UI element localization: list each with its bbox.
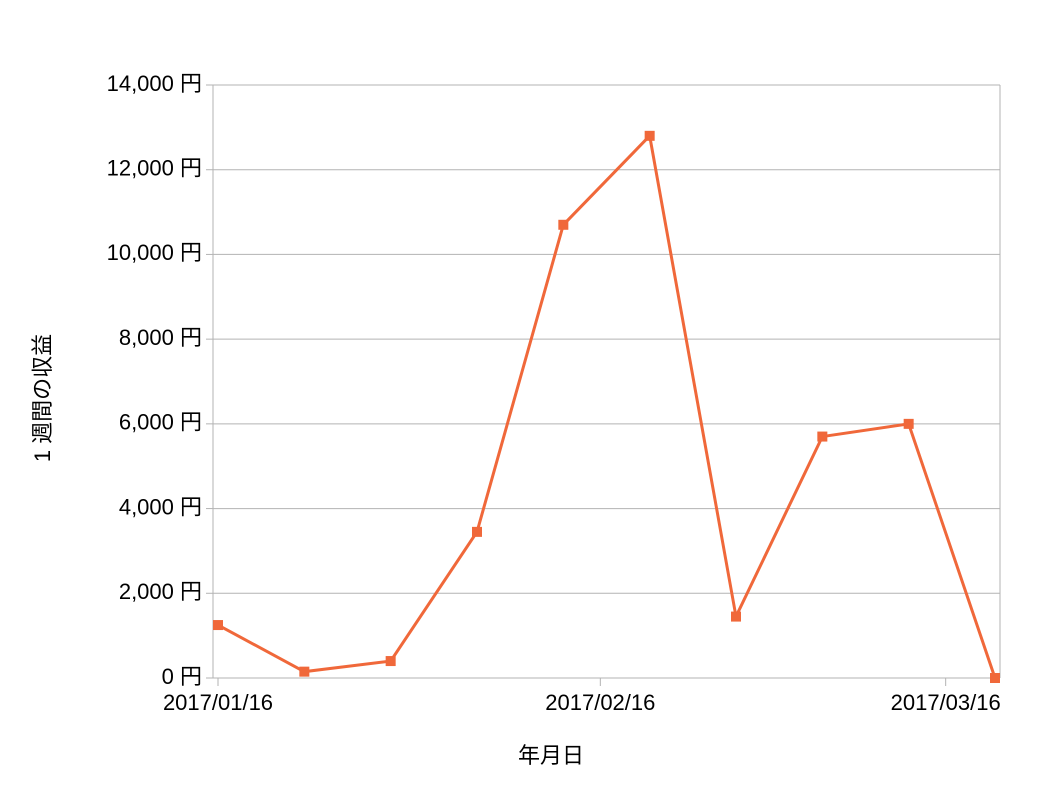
data-point <box>990 673 1000 683</box>
data-point <box>731 611 741 622</box>
y-tick-label: 6,000 円 <box>119 410 202 435</box>
data-point <box>903 418 914 429</box>
y-tick-label: 14,000 円 <box>107 71 202 96</box>
data-point <box>299 666 310 677</box>
y-tick-label: 8,000 円 <box>119 325 202 350</box>
data-point <box>385 656 396 667</box>
y-tick-label: 4,000 円 <box>119 494 202 519</box>
x-tick-label: 2017/02/16 <box>545 690 655 715</box>
data-point <box>817 431 828 442</box>
data-point <box>213 620 223 631</box>
y-axis-label: 1 週間の収益 <box>30 334 55 462</box>
y-tick-label: 2,000 円 <box>119 579 202 604</box>
data-point <box>558 219 569 230</box>
x-tick-label: 2017/03/16 <box>891 690 1001 715</box>
y-tick-label: 0 円 <box>162 664 202 689</box>
y-tick-label: 12,000 円 <box>107 156 202 181</box>
data-point <box>472 526 482 537</box>
data-line <box>217 132 997 679</box>
data-point <box>644 130 655 141</box>
x-axis-label: 年月日 <box>518 743 584 768</box>
y-tick-label: 10,000 円 <box>107 240 202 265</box>
x-tick-label: 2017/01/16 <box>163 690 273 715</box>
